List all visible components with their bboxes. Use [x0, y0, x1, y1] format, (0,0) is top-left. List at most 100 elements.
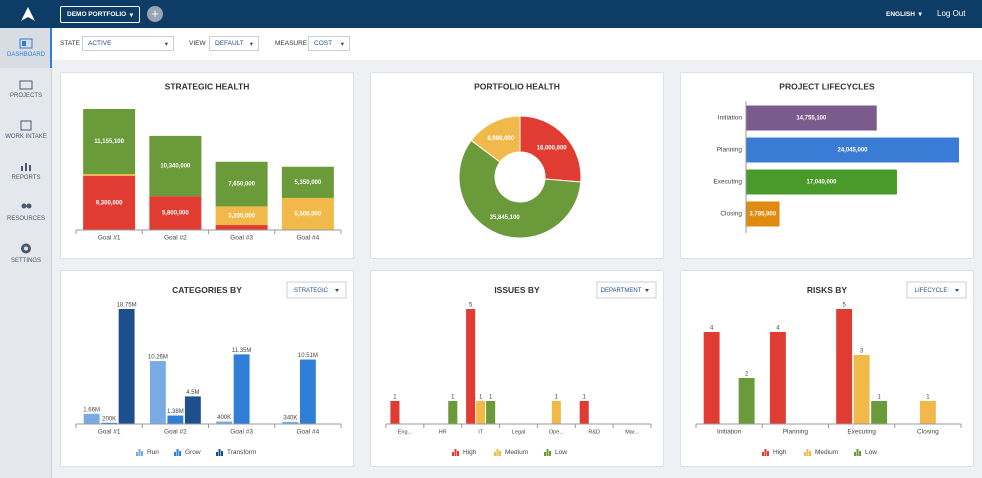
dropdown-value: LIFECYCLE	[915, 288, 948, 294]
legend-icon	[806, 449, 809, 456]
value-label: 4	[710, 326, 714, 332]
x-tick-label: R&D	[588, 429, 600, 435]
value-label: 4.5M	[186, 390, 199, 396]
chart: PROJECT LIFECYCLES 14,755,100 Initiation 24…	[713, 81, 959, 233]
bar	[476, 401, 486, 424]
bar	[746, 105, 877, 131]
value-label: 11.35M	[232, 348, 252, 354]
legend-icon	[854, 452, 856, 456]
legend-icon	[499, 451, 501, 456]
logout[interactable]: Log Out	[937, 9, 966, 18]
legend-icon	[544, 452, 546, 456]
value-label: 17,040,000	[806, 180, 837, 186]
value-label: 5	[469, 303, 473, 309]
bar-segment	[215, 225, 268, 230]
x-tick-label: Goal #2	[164, 429, 187, 436]
chart-title: CATEGORIES BY	[172, 285, 242, 295]
legend-label: Run	[147, 449, 159, 456]
value-label: 5,500,000	[295, 212, 322, 218]
chart-title: ISSUES BY	[494, 285, 540, 295]
nav-item[interactable]: SETTINGS	[0, 242, 52, 264]
value-label: 5,350,000	[295, 180, 322, 186]
value-label: 16,000,000	[537, 145, 568, 151]
add-button[interactable]: +	[147, 6, 163, 22]
dropdown[interactable]	[596, 281, 657, 299]
x-tick-label: Initiation	[717, 429, 742, 436]
bar	[299, 359, 316, 424]
value-label: 340K	[283, 415, 297, 421]
legend-icon	[767, 451, 769, 456]
bar	[579, 401, 589, 424]
filter-dropdown[interactable]: ACTIVE ▾	[82, 36, 174, 51]
bar	[551, 401, 561, 424]
legend-label: High	[463, 449, 477, 456]
dropdown[interactable]	[906, 281, 967, 299]
filter-dropdown[interactable]: DEFAULT ▾	[209, 36, 259, 51]
x-tick-label: Goal #3	[230, 429, 253, 436]
sidebar: DASHBOARD PROJECTS WORK INTAKE REPORTS R…	[0, 28, 52, 478]
panel: RISKS BY LIFECYCLE 4 2 Initiation 4 Planning 5 3…	[680, 270, 974, 467]
legend-icon	[221, 451, 223, 456]
bar	[83, 413, 100, 424]
value-label: 10.51M	[298, 353, 318, 359]
language-dropdown[interactable]: ENGLISH ▾	[886, 11, 922, 18]
bar-segment	[149, 135, 202, 197]
legend-icon	[546, 449, 549, 456]
legend-icon	[218, 449, 221, 456]
legend-icon	[141, 451, 143, 456]
panel: CATEGORIES BY STRATEGIC 1.66M 200K 18.75M Goa…	[60, 270, 354, 467]
x-tick-label: IT	[478, 429, 484, 435]
filter-label: STATE	[60, 40, 80, 47]
dropdown-caret	[955, 289, 959, 292]
value-label: 1	[555, 395, 559, 401]
legend-label: Grow	[185, 449, 201, 456]
chart-title: STRATEGIC HEALTH	[165, 81, 250, 91]
dropdown-caret	[335, 289, 339, 292]
bar	[118, 309, 135, 424]
bar	[282, 421, 299, 424]
value-label: 4	[776, 326, 780, 332]
value-label: 3,200,000	[228, 213, 255, 219]
bar	[233, 354, 250, 424]
nav-item[interactable]: PROJECTS	[0, 79, 52, 99]
bar	[486, 401, 496, 424]
x-tick-label: Legal	[512, 429, 525, 435]
portfolio-name: DEMO PORTFOLIO	[67, 11, 127, 18]
donut-slice	[519, 115, 582, 183]
legend-label: Low	[865, 449, 877, 456]
legend-icon	[856, 449, 859, 456]
x-tick-label: Mar...	[625, 429, 639, 435]
value-label: 3,785,000	[749, 212, 776, 218]
x-tick-label: Eng...	[398, 429, 413, 435]
bar-segment	[281, 197, 334, 230]
legend-icon	[452, 452, 454, 456]
x-tick-label: Goal #4	[296, 235, 319, 242]
portfolio-dropdown[interactable]: DEMO PORTFOLIO ▾	[60, 6, 140, 23]
legend-icon	[179, 451, 181, 456]
filter-dropdown[interactable]: COST ▾	[308, 36, 350, 51]
x-tick-label: Goal #2	[164, 235, 187, 242]
y-tick-label: Planning	[717, 147, 743, 154]
x-tick-label: Executing	[847, 429, 876, 436]
value-label: 7,650,000	[228, 182, 255, 188]
x-tick-label: Ope...	[549, 429, 564, 435]
nav-item[interactable]: RESOURCES	[0, 202, 52, 222]
legend-icon	[764, 449, 767, 456]
bar	[149, 361, 166, 424]
filter-bar: STATE ACTIVE ▾ VIEW DEFAULT ▾ MEASURE COST…	[52, 28, 982, 60]
bar-segment	[83, 109, 136, 175]
nav-item[interactable]: WORK INTAKE	[0, 120, 52, 140]
value-label: 35,845,100	[490, 215, 521, 221]
value-label: 24,045,000	[837, 148, 868, 154]
y-tick-label: Closing	[720, 211, 742, 218]
value-label: 9,300,000	[96, 200, 123, 206]
nav-item[interactable]: REPORTS	[0, 161, 52, 181]
nav-item[interactable]: DASHBOARD	[0, 38, 52, 58]
dropdown[interactable]	[286, 281, 347, 299]
value-label: 18.75M	[117, 303, 137, 309]
legend-icon	[174, 452, 176, 456]
bar-segment	[83, 174, 136, 176]
legend-icon	[496, 449, 499, 456]
bar	[216, 421, 233, 424]
value-label: 1	[877, 395, 881, 401]
